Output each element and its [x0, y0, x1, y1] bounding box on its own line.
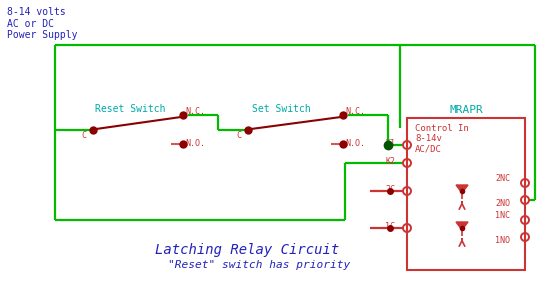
Text: Control In
8-14v
AC/DC: Control In 8-14v AC/DC — [415, 124, 469, 154]
Text: C: C — [81, 131, 86, 140]
Text: N.C.: N.C. — [185, 107, 205, 116]
Polygon shape — [456, 222, 468, 230]
Text: "Reset" switch has priority: "Reset" switch has priority — [168, 260, 350, 270]
Text: C: C — [236, 131, 241, 140]
Text: MRAPR: MRAPR — [449, 105, 483, 115]
Text: N.C.: N.C. — [345, 107, 365, 116]
Text: 2NO: 2NO — [495, 199, 510, 208]
Text: Set Switch: Set Switch — [252, 104, 311, 114]
Text: N.O.: N.O. — [345, 139, 365, 148]
Text: 8-14 volts
AC or DC
Power Supply: 8-14 volts AC or DC Power Supply — [7, 7, 78, 40]
Text: 2C: 2C — [385, 185, 395, 194]
Text: 1NO: 1NO — [495, 236, 510, 245]
Text: K2: K2 — [385, 157, 395, 166]
Text: Latching Relay Circuit: Latching Relay Circuit — [155, 243, 339, 257]
Text: 1C: 1C — [385, 222, 395, 231]
Text: 1NC: 1NC — [495, 211, 510, 220]
Text: Reset Switch: Reset Switch — [95, 104, 166, 114]
Text: K1: K1 — [385, 139, 395, 148]
Polygon shape — [456, 185, 468, 193]
Bar — [407, 118, 525, 270]
Text: 2NC: 2NC — [495, 174, 510, 183]
Text: N.O.: N.O. — [185, 139, 205, 148]
